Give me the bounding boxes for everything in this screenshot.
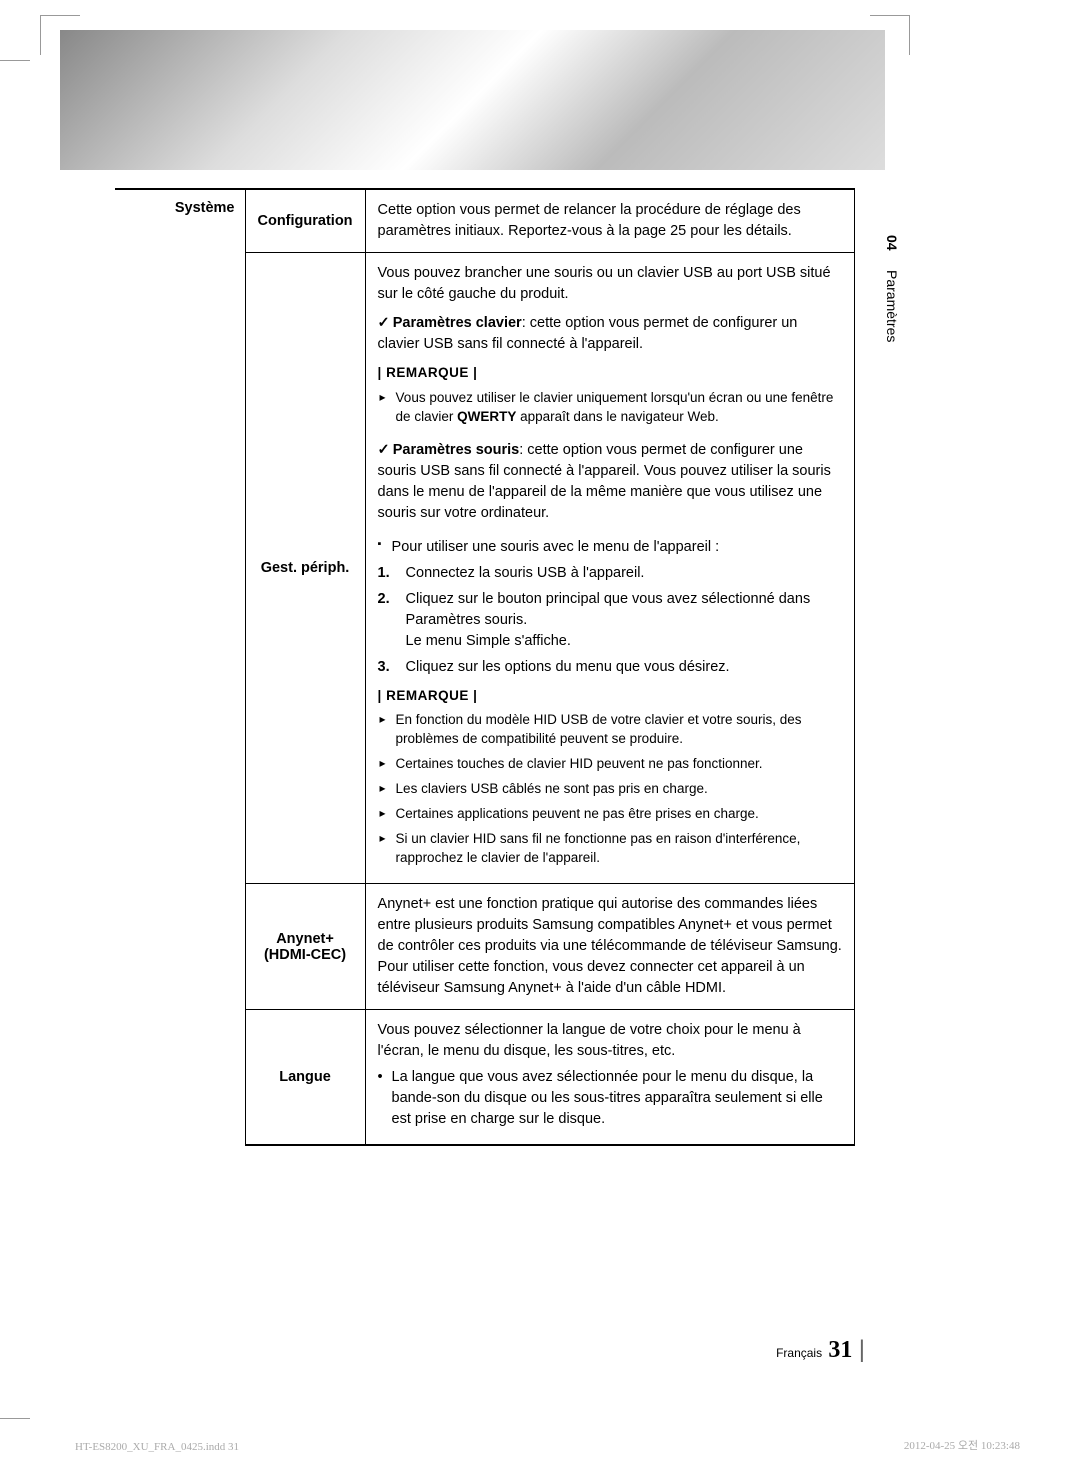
periph-intro: Vous pouvez brancher une souris ou un cl… — [378, 263, 842, 305]
note-item: Certaines touches de clavier HID peuvent… — [378, 755, 842, 774]
check-icon: Paramètres clavier — [378, 315, 522, 331]
step-text: Connectez la souris USB à l'appareil. — [406, 563, 842, 584]
list-item: 1. Connectez la souris USB à l'appareil. — [378, 563, 842, 584]
row-label-periph: Gest. périph. — [245, 253, 365, 884]
step-text: Cliquez sur les options du menu que vous… — [406, 657, 842, 678]
crop-mark — [0, 1418, 30, 1419]
crop-mark — [0, 60, 30, 61]
page-footer: Français 31 | — [776, 1336, 865, 1364]
row-label-anynet: Anynet+ (HDMI-CEC) — [245, 884, 365, 1010]
note-item: Les claviers USB câblés ne sont pas pris… — [378, 780, 842, 799]
chapter-number: 04 — [884, 235, 900, 251]
qwerty-bold: QWERTY — [457, 409, 516, 424]
page-number: 31 — [828, 1337, 852, 1363]
note-item: En fonction du modèle HID USB de votre c… — [378, 711, 842, 749]
row-desc-langue: Vous pouvez sélectionner la langue de vo… — [365, 1010, 854, 1145]
row-label-langue: Langue — [245, 1010, 365, 1145]
note-item: Certaines applications peuvent ne pas êt… — [378, 805, 842, 824]
use-mouse-title: Pour utiliser une souris avec le menu de… — [378, 537, 842, 558]
row-label-configuration: Configuration — [245, 189, 365, 253]
row-desc-configuration: Cette option vous permet de relancer la … — [365, 189, 854, 253]
footer-lang: Français — [776, 1346, 822, 1360]
check-icon: Paramètres souris — [378, 442, 520, 458]
step-number: 3. — [378, 657, 406, 678]
note-text: apparaît dans le navigateur Web. — [516, 409, 718, 424]
periph-clavier: Paramètres clavier: cette option vous pe… — [378, 313, 842, 355]
note-item: Si un clavier HID sans fil ne fonctionne… — [378, 830, 842, 868]
langue-sub: La langue que vous avez sélectionnée pou… — [378, 1067, 842, 1130]
chapter-label: Paramètres — [884, 270, 900, 342]
print-timestamp: 2012-04-25 오전 10:23:48 — [904, 1437, 1020, 1453]
periph-souris: Paramètres souris: cette option vous per… — [378, 440, 842, 524]
list-item: 3. Cliquez sur les options du menu que v… — [378, 657, 842, 678]
list-item: 2. Cliquez sur le bouton principal que v… — [378, 589, 842, 652]
step-number: 1. — [378, 563, 406, 584]
step-number: 2. — [378, 589, 406, 652]
row-desc-anynet: Anynet+ est une fonction pratique qui au… — [365, 884, 854, 1010]
note-item: Vous pouvez utiliser le clavier uniqueme… — [378, 389, 842, 427]
header-gradient — [60, 30, 885, 170]
remarque-label: | REMARQUE | — [378, 363, 842, 383]
footer-pipe: | — [859, 1336, 865, 1363]
row-desc-periph: Vous pouvez brancher une souris ou un cl… — [365, 253, 854, 884]
step-text: Cliquez sur le bouton principal que vous… — [406, 589, 842, 652]
chapter-tab: 04 — [884, 235, 900, 251]
print-filename: HT-ES8200_XU_FRA_0425.indd 31 — [75, 1441, 239, 1453]
langue-intro: Vous pouvez sélectionner la langue de vo… — [378, 1020, 842, 1062]
remarque-label: | REMARQUE | — [378, 686, 842, 706]
page-content: Système Configuration Cette option vous … — [115, 188, 855, 1146]
settings-table: Système Configuration Cette option vous … — [115, 188, 855, 1146]
category-systeme: Système — [115, 189, 245, 1145]
